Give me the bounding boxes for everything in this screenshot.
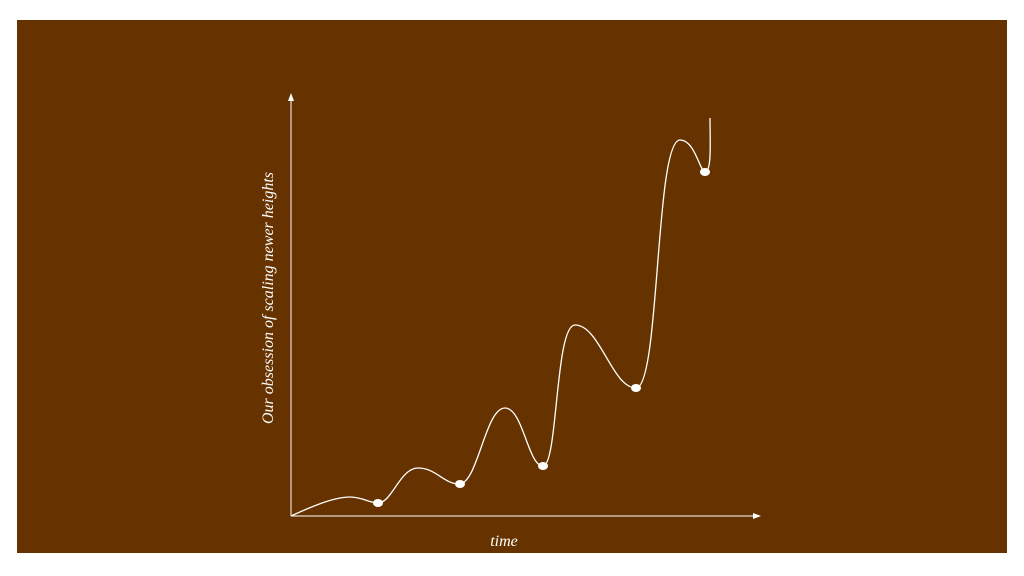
milestone-dot bbox=[700, 168, 710, 176]
milestone-dot bbox=[631, 384, 641, 392]
milestone-dot bbox=[373, 499, 383, 507]
x-axis-label: time bbox=[490, 533, 518, 550]
background bbox=[17, 20, 1007, 553]
milestone-dot bbox=[538, 462, 548, 470]
milestone-dot bbox=[455, 480, 465, 488]
x-axis-arrow bbox=[753, 513, 761, 519]
y-axis-arrow bbox=[288, 93, 294, 101]
y-axis-label: Our obsession of scaling newer heights bbox=[260, 172, 277, 424]
